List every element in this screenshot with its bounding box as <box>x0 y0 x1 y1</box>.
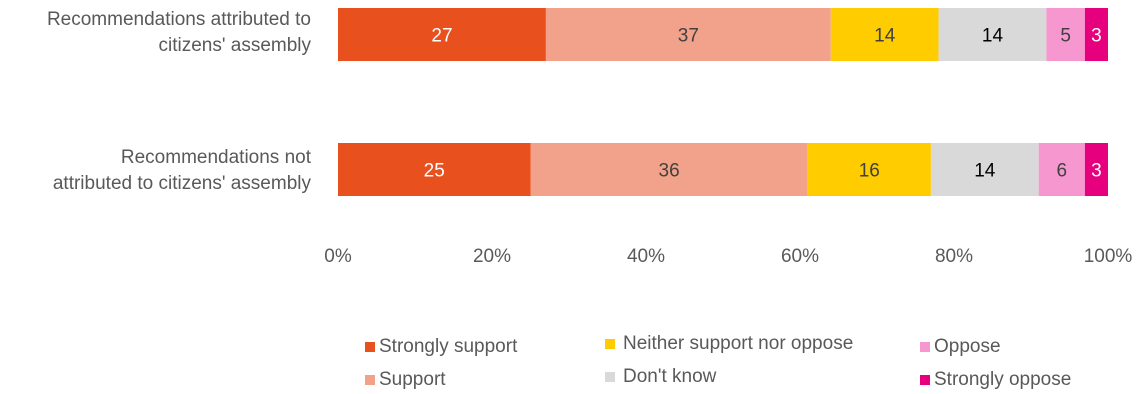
data-label: 27 <box>431 26 452 47</box>
bar-segment <box>1084 8 1108 61</box>
legend-label: Strongly oppose <box>934 369 1072 390</box>
legend-item-strongly-oppose: Strongly oppose <box>920 369 1071 391</box>
bar-segment <box>830 8 939 61</box>
bar-segment <box>1084 143 1108 196</box>
category-label-line: Recommendations attributed to <box>46 9 311 30</box>
x-tick-label: 80% <box>935 246 973 267</box>
bar-segment <box>930 143 1039 196</box>
bar-segment <box>807 143 931 196</box>
x-tick-label: 40% <box>627 246 665 267</box>
data-label: 37 <box>678 26 699 47</box>
bar-segment <box>338 8 546 61</box>
bar-segment <box>1046 8 1085 61</box>
legend-swatch <box>605 372 615 382</box>
legend-swatch <box>920 342 930 352</box>
category-label-attributed: Recommendations attributed to citizens' … <box>0 7 311 59</box>
legend-item-dont-know: Don't know <box>605 366 716 388</box>
legend-label: Neither support nor oppose <box>623 333 854 354</box>
bar-segment <box>338 143 531 196</box>
data-label: 25 <box>424 161 445 182</box>
bar-segment <box>530 143 808 196</box>
legend-swatch <box>365 342 375 352</box>
data-label: 14 <box>982 26 1004 47</box>
legend-item-support: Support <box>365 369 446 391</box>
data-label: 3 <box>1091 26 1102 47</box>
x-tick-label: 20% <box>473 246 511 267</box>
legend-item-oppose: Oppose <box>920 336 1001 358</box>
data-label: 6 <box>1057 161 1068 182</box>
data-label: 36 <box>659 161 680 182</box>
legend-swatch <box>605 339 615 349</box>
data-label: 16 <box>859 161 880 182</box>
bar-segment <box>938 8 1047 61</box>
bar-segment <box>545 8 831 61</box>
category-label-line: citizens' assembly <box>158 35 311 56</box>
bar-segment <box>1038 143 1085 196</box>
data-label: 14 <box>974 161 996 182</box>
data-label: 3 <box>1091 161 1102 182</box>
x-tick-label: 60% <box>781 246 819 267</box>
legend-swatch <box>365 375 375 385</box>
legend-label: Oppose <box>934 336 1001 357</box>
legend-swatch <box>920 375 930 385</box>
legend-label: Don't know <box>623 366 717 387</box>
legend-label: Support <box>379 369 446 390</box>
data-label: 5 <box>1060 26 1071 47</box>
legend-label: Strongly support <box>379 336 518 357</box>
legend-item-neither: Neither support nor oppose <box>605 333 853 355</box>
category-label-not-attributed: Recommendations not attributed to citize… <box>0 145 311 197</box>
data-label: 14 <box>874 26 896 47</box>
category-label-line: attributed to citizens' assembly <box>52 173 311 194</box>
legend-item-strongly-support: Strongly support <box>365 336 517 358</box>
x-tick-label: 0% <box>324 246 352 267</box>
x-tick-label: 100% <box>1084 246 1133 267</box>
category-label-line: Recommendations not <box>120 147 311 168</box>
